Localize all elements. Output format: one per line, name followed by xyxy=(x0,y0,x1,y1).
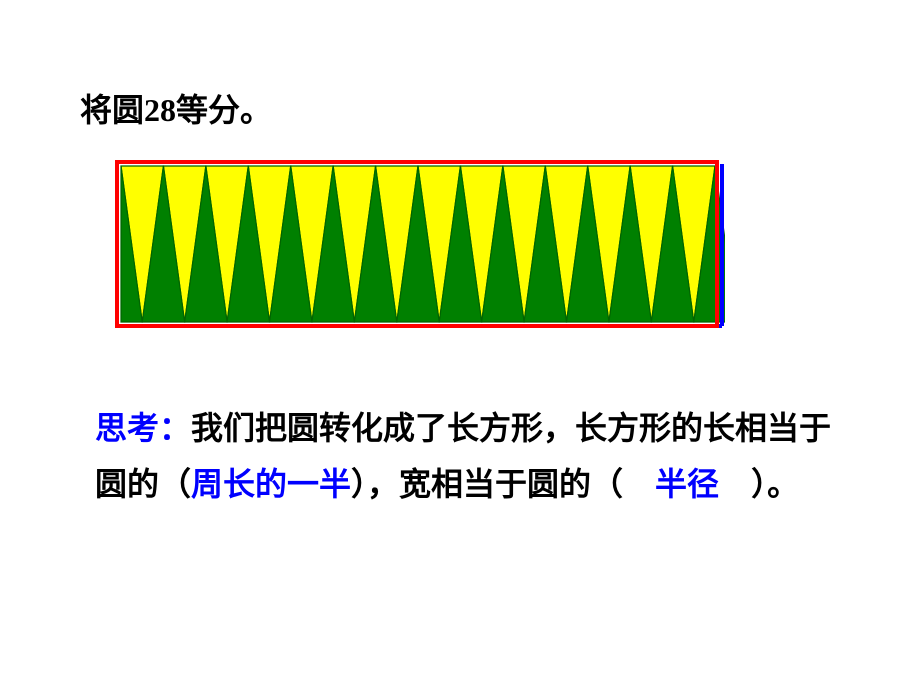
answer2: 半径 xyxy=(655,466,719,502)
question-part3: ）。 xyxy=(719,466,799,502)
sector-diagram xyxy=(115,160,725,328)
diagram-svg xyxy=(115,160,725,328)
answer1: 周长的一半 xyxy=(191,466,351,502)
page-title: 将圆28等分。 xyxy=(80,85,272,131)
question-part2: ），宽相当于圆的（ xyxy=(351,466,655,502)
question-block: 思考：我们把圆转化成了长方形，长方形的长相当于圆的（周长的一半），宽相当于圆的（… xyxy=(95,400,835,512)
question-prefix: 思考： xyxy=(95,410,191,446)
